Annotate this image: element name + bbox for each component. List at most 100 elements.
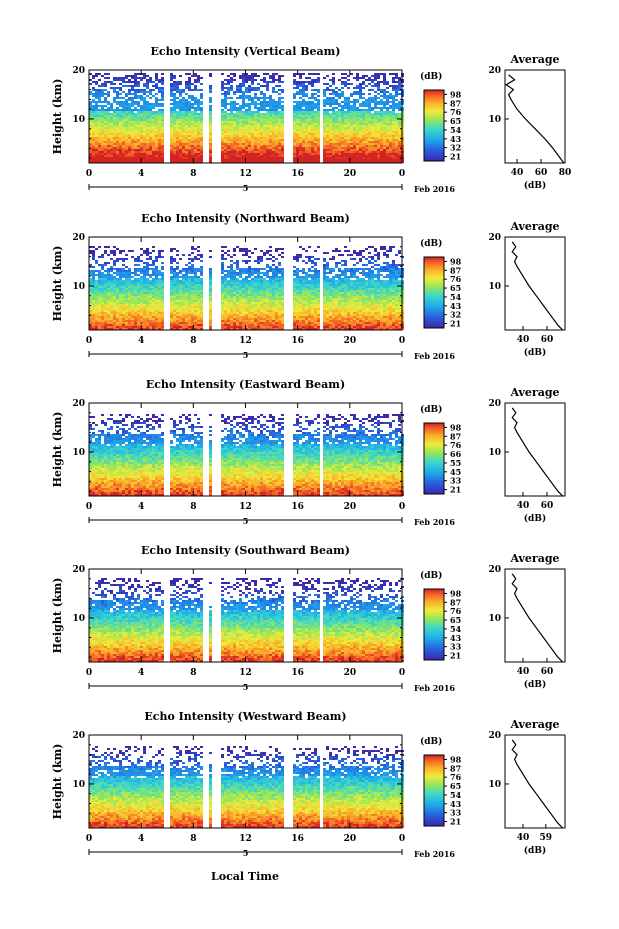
heatmap-cell — [176, 272, 179, 274]
heatmap-cell — [353, 149, 356, 151]
heatmap-cell — [353, 153, 356, 155]
heatmap-cell — [257, 117, 260, 119]
heatmap-cell — [296, 131, 299, 133]
heatmap-cell — [335, 125, 338, 127]
heatmap-cell — [371, 131, 374, 133]
heatmap-cell — [161, 155, 164, 157]
heatmap-cell — [311, 133, 314, 135]
heatmap-cell — [185, 264, 188, 266]
heatmap-cell — [182, 296, 185, 298]
heatmap-cell — [374, 151, 377, 153]
heatmap-cell — [104, 306, 107, 308]
heatmap-cell — [263, 127, 266, 129]
heatmap-cell — [128, 103, 131, 105]
heatmap-cell — [332, 131, 335, 133]
heatmap-cell — [227, 133, 230, 135]
heatmap-cell — [131, 276, 134, 278]
heatmap-cell — [383, 105, 386, 107]
heatmap-cell — [248, 107, 251, 109]
heatmap-cell — [104, 250, 107, 252]
heatmap-cell — [362, 77, 365, 79]
heatmap-cell — [209, 129, 212, 131]
heatmap-cell — [113, 260, 116, 262]
heatmap-cell — [113, 250, 116, 252]
heatmap-cell — [158, 326, 161, 328]
heatmap-cell — [107, 322, 110, 324]
heatmap-cell — [353, 125, 356, 127]
heatmap-cell — [242, 151, 245, 153]
heatmap-cell — [92, 77, 95, 79]
heatmap-cell — [140, 314, 143, 316]
heatmap-cell — [248, 117, 251, 119]
heatmap-cell — [398, 103, 401, 105]
heatmap-cell — [326, 129, 329, 131]
heatmap-cell — [152, 129, 155, 131]
heatmap-cell — [200, 274, 203, 276]
heatmap-cell — [200, 129, 203, 131]
heatmap-cell — [209, 125, 212, 127]
heatmap-cell — [269, 103, 272, 105]
heatmap-cell — [194, 278, 197, 280]
heatmap-cell — [386, 143, 389, 145]
heatmap-cell — [191, 268, 194, 270]
heatmap-cell — [92, 127, 95, 129]
heatmap-cell — [254, 159, 257, 161]
heatmap-cell — [149, 280, 152, 282]
heatmap-cell — [224, 127, 227, 129]
heatmap-cell — [371, 129, 374, 131]
heatmap-cell — [227, 145, 230, 147]
heatmap-cell — [248, 115, 251, 117]
heatmap-cell — [143, 145, 146, 147]
heatmap-cell — [224, 304, 227, 306]
heatmap-cell — [110, 103, 113, 105]
heatmap-cell — [128, 133, 131, 135]
heatmap-cell — [314, 159, 317, 161]
heatmap-cell — [293, 153, 296, 155]
heatmap-cell — [104, 149, 107, 151]
heatmap-cell — [377, 153, 380, 155]
heatmap-cell — [119, 312, 122, 314]
heatmap-cell — [161, 272, 164, 274]
heatmap-cell — [227, 157, 230, 159]
heatmap-cell — [95, 274, 98, 276]
heatmap-cell — [194, 326, 197, 328]
heatmap-cell — [197, 121, 200, 123]
heatmap-cell — [302, 139, 305, 141]
heatmap-cell — [308, 145, 311, 147]
heatmap-cell — [374, 111, 377, 113]
heatmap-cell — [221, 125, 224, 127]
heatmap-cell — [200, 121, 203, 123]
heatmap-cell — [101, 314, 104, 316]
heatmap-cell — [200, 286, 203, 288]
heatmap-cell — [128, 320, 131, 322]
heatmap-cell — [269, 157, 272, 159]
heatmap-cell — [128, 326, 131, 328]
heatmap-cell — [305, 129, 308, 131]
heatmap-cell — [119, 294, 122, 296]
heatmap-cell — [305, 117, 308, 119]
heatmap-cell — [344, 111, 347, 113]
heatmap-cell — [248, 97, 251, 99]
heatmap-cell — [104, 77, 107, 79]
heatmap-cell — [392, 121, 395, 123]
heatmap-cell — [113, 284, 116, 286]
heatmap-cell — [185, 93, 188, 95]
heatmap-cell — [89, 137, 92, 139]
heatmap-cell — [296, 143, 299, 145]
heatmap-cell — [179, 83, 182, 85]
heatmap-cell — [254, 115, 257, 117]
heatmap-cell — [308, 127, 311, 129]
heatmap-cell — [251, 103, 254, 105]
heatmap-cell — [335, 147, 338, 149]
heatmap-cell — [134, 127, 137, 129]
heatmap-cell — [128, 296, 131, 298]
heatmap-cell — [101, 131, 104, 133]
heatmap-cell — [221, 131, 224, 133]
heatmap-cell — [155, 300, 158, 302]
heatmap-cell — [272, 87, 275, 89]
heatmap-cell — [113, 161, 116, 163]
heatmap-cell — [119, 159, 122, 161]
heatmap-cell — [311, 157, 314, 159]
heatmap-cell — [125, 95, 128, 97]
